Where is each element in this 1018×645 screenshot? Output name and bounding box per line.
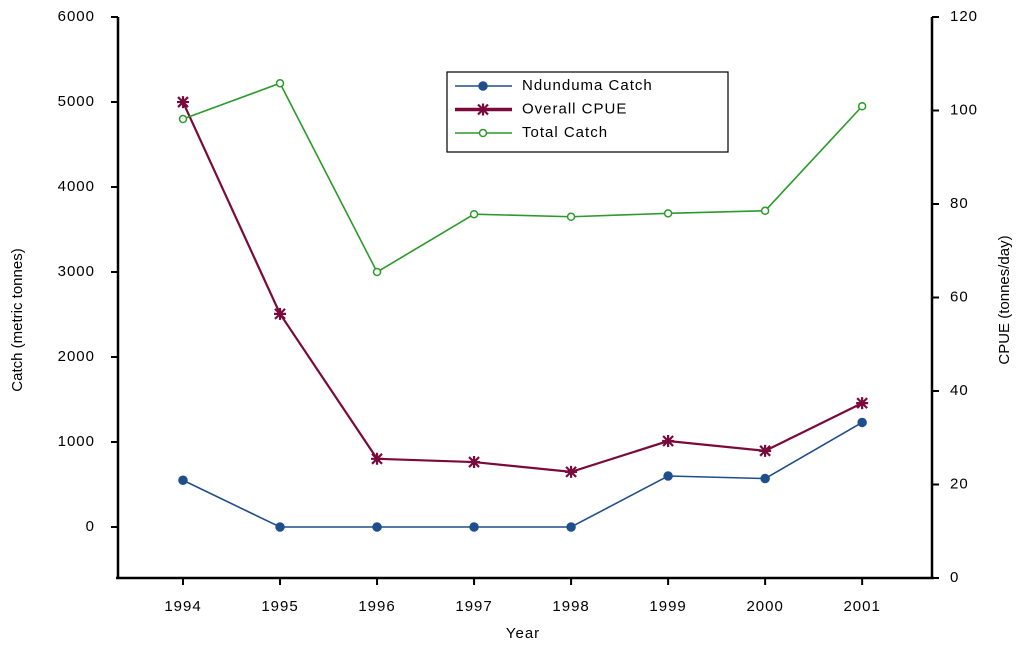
y-tick-label: 5000 [58,93,95,110]
x-tick-label: 1994 [164,598,201,615]
legend-label: Total Catch [522,124,608,141]
legend-label: Ndunduma Catch [522,77,653,94]
marker [478,128,488,138]
marker-stroke [371,452,384,465]
x-tick-label: 1998 [552,598,589,615]
y-tick-label: 1000 [58,433,95,450]
marker [760,473,770,484]
x-axis-title: Year [506,625,540,642]
legend-label: Overall CPUE [522,100,627,117]
y-axis-title: Catch (metric tonnes) [9,248,26,391]
marker [760,206,770,216]
x-tick-label: 2000 [746,598,783,615]
marker [662,435,675,448]
y-tick-label: 2000 [58,348,95,365]
marker [177,96,190,109]
marker [372,522,382,532]
x-tick-label: 1997 [455,598,492,615]
series-line [182,101,863,473]
marker [274,307,287,320]
marker-stroke [565,465,578,478]
marker-stroke [856,397,869,410]
y2-tick-label: 100 [950,101,978,118]
series-line [182,82,863,274]
marker [469,209,479,219]
y-tick-label: 0 [86,518,95,535]
marker [372,267,382,277]
y2-tick-label: 60 [950,288,969,305]
marker-stroke [759,444,772,457]
marker [275,522,285,532]
marker [857,417,867,428]
series-line [182,421,863,528]
marker [477,103,489,116]
y-tick-label: 3000 [58,263,95,280]
marker [478,81,488,91]
marker [663,209,673,218]
marker [565,465,578,478]
marker [566,522,576,532]
marker [371,452,384,465]
marker [663,471,673,481]
marker [856,397,869,410]
marker [469,522,479,532]
marker [178,475,188,485]
y2-tick-label: 80 [950,195,969,212]
marker [275,79,285,88]
marker [566,212,576,221]
marker-stroke [177,96,190,109]
y2-tick-label: 0 [950,569,959,586]
x-tick-label: 1996 [358,598,395,615]
marker-stroke [662,435,675,448]
marker-stroke [477,103,489,116]
x-tick-label: 2001 [843,598,880,615]
marker [468,456,481,469]
y2-tick-label: 20 [950,475,969,492]
marker-stroke [468,456,481,469]
marker [857,102,867,111]
x-tick-label: 1995 [261,598,298,615]
marker [178,114,188,124]
y-tick-label: 4000 [58,178,95,195]
y2-tick-label: 120 [950,8,978,25]
y-tick-label: 6000 [58,8,95,25]
marker [759,444,772,457]
y2-tick-label: 40 [950,382,969,399]
y2-axis-title: CPUE (tonnes/day) [996,235,1013,364]
marker-stroke [274,307,287,320]
x-tick-label: 1999 [649,598,686,615]
